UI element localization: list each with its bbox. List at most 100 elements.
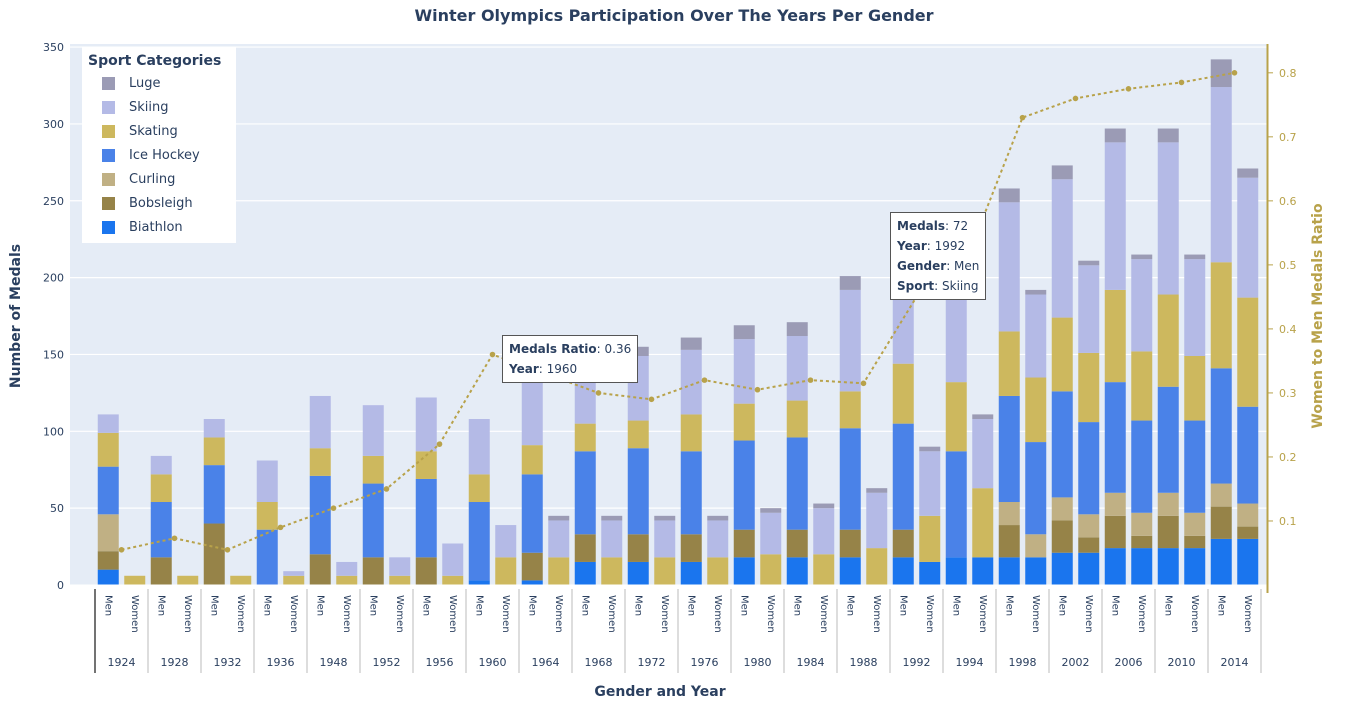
legend: Sport Categories Luge Skiing Skating Ice Ho… bbox=[82, 47, 236, 243]
bar-segment-biathlon bbox=[733, 557, 755, 585]
bar-segment-ice-hockey bbox=[1131, 420, 1153, 513]
y-tick-label: 150 bbox=[43, 348, 64, 361]
legend-swatch bbox=[102, 76, 115, 90]
bar-segment-skiing bbox=[309, 395, 331, 449]
bar-segment-skiing bbox=[548, 520, 570, 558]
x-tick-gender-label: Women bbox=[1136, 595, 1147, 633]
bar-segment-bobsleigh bbox=[415, 557, 437, 585]
bar-segment-skiing bbox=[866, 492, 888, 549]
bar-segment-biathlon bbox=[1104, 548, 1126, 585]
legend-item-skating[interactable]: Skating bbox=[102, 119, 236, 143]
x-tick-gender-label: Women bbox=[288, 595, 299, 633]
legend-item-biathlon[interactable]: Biathlon bbox=[102, 215, 236, 239]
legend-swatch bbox=[102, 220, 115, 234]
tooltip-value: Skiing bbox=[942, 279, 979, 293]
bar-segment-ice-hockey bbox=[97, 466, 119, 515]
bar-segment-skiing bbox=[998, 202, 1020, 332]
x-tick-year-label: 1936 bbox=[267, 656, 295, 669]
bar-segment-skiing bbox=[601, 520, 623, 558]
bar-segment-skiing bbox=[786, 336, 808, 401]
x-tick-gender-label: Men bbox=[102, 595, 113, 616]
y2-tick-label: 0.5 bbox=[1279, 259, 1297, 272]
bar-segment-skating bbox=[442, 575, 464, 585]
bar-segment-ice-hockey bbox=[1025, 442, 1047, 535]
y2-tick-label: 0.6 bbox=[1279, 195, 1297, 208]
bar-segment-ice-hockey bbox=[1078, 422, 1100, 515]
bar-segment-luge bbox=[1237, 168, 1259, 178]
legend-title: Sport Categories bbox=[88, 53, 222, 69]
x-tick-gender-label: Women bbox=[1189, 595, 1200, 633]
bar-segment-skating bbox=[521, 445, 543, 475]
legend-item-bobsleigh[interactable]: Bobsleigh bbox=[102, 191, 236, 215]
bar-segment-skating bbox=[124, 575, 146, 585]
bar-segment-skating bbox=[972, 488, 994, 558]
x-tick-year-label: 1968 bbox=[585, 656, 613, 669]
bar-segment-luge bbox=[1025, 289, 1047, 295]
x-tick-gender-label: Women bbox=[341, 595, 352, 633]
bar-segment-biathlon bbox=[839, 557, 861, 585]
legend-item-luge[interactable]: Luge bbox=[102, 71, 236, 95]
bar-segment-curling bbox=[97, 514, 119, 552]
bar-segment-curling bbox=[1051, 497, 1073, 521]
legend-item-ice-hockey[interactable]: Ice Hockey bbox=[102, 143, 236, 167]
y2-tick-label: 0.2 bbox=[1279, 451, 1297, 464]
bar-segment-skating bbox=[707, 557, 729, 585]
bar-segment-skiing bbox=[654, 520, 676, 558]
bar-segment-luge bbox=[680, 337, 702, 350]
ratio-point bbox=[754, 386, 761, 393]
bar-segment-skating bbox=[574, 423, 596, 452]
bar-segment-biathlon bbox=[919, 561, 941, 585]
bar-segment-luge bbox=[1210, 59, 1232, 88]
x-tick-year-label: 1948 bbox=[320, 656, 348, 669]
bar-segment-luge bbox=[786, 322, 808, 337]
bar-segment-skiing bbox=[1210, 87, 1232, 263]
bar-segment-skiing bbox=[283, 571, 305, 576]
bar-segment-luge bbox=[839, 276, 861, 290]
x-tick-year-label: 1924 bbox=[108, 656, 136, 669]
bar-segment-bobsleigh bbox=[1237, 526, 1259, 539]
bar-segment-ice-hockey bbox=[627, 448, 649, 535]
bar-segment-skating bbox=[283, 575, 305, 585]
bar-segment-ice-hockey bbox=[680, 451, 702, 535]
ratio-point bbox=[701, 377, 708, 383]
legend-label: Bobsleigh bbox=[129, 195, 193, 211]
bar-segment-skiing bbox=[442, 543, 464, 576]
bar-segment-skating bbox=[1157, 294, 1179, 387]
ratio-line bbox=[121, 71, 1235, 551]
legend-item-skiing[interactable]: Skiing bbox=[102, 95, 236, 119]
legend-swatch bbox=[102, 100, 115, 114]
x-tick-year-label: 2010 bbox=[1168, 656, 1196, 669]
ratio-point bbox=[1125, 86, 1132, 92]
bar-segment-luge bbox=[1131, 254, 1153, 260]
x-tick-gender-label: Men bbox=[1056, 595, 1067, 616]
bar-segment-bobsleigh bbox=[627, 534, 649, 562]
bar-segment-biathlon bbox=[998, 557, 1020, 585]
ratio-point bbox=[436, 441, 443, 447]
bar-segment-skiing bbox=[1025, 294, 1047, 378]
bar-segment-luge bbox=[601, 515, 623, 521]
bar-segment-ice-hockey bbox=[1104, 382, 1126, 493]
legend-item-curling[interactable]: Curling bbox=[102, 167, 236, 191]
bar-segment-bobsleigh bbox=[1051, 520, 1073, 553]
bar-segment-luge bbox=[972, 414, 994, 420]
bar-segment-skiing bbox=[972, 419, 994, 489]
bar-segment-skiing bbox=[1078, 265, 1100, 353]
bar-segment-skiing bbox=[97, 414, 119, 433]
bar-segment-ice-hockey bbox=[733, 440, 755, 530]
legend-label: Luge bbox=[129, 75, 161, 91]
bar-segment-luge bbox=[1104, 128, 1126, 143]
bar-segment-luge bbox=[627, 346, 649, 356]
bar-segment-biathlon bbox=[1237, 538, 1259, 585]
bar-segment-skating bbox=[1078, 352, 1100, 423]
bar-segment-skating bbox=[998, 331, 1020, 396]
bar-segment-luge bbox=[1078, 260, 1100, 266]
bar-segment-luge bbox=[548, 515, 570, 521]
bar-segment-bobsleigh bbox=[1157, 515, 1179, 549]
bar-segment-luge bbox=[1184, 254, 1206, 260]
bar-segment-skiing bbox=[1157, 142, 1179, 295]
bar-segment-skating bbox=[203, 437, 225, 466]
bar-segment-luge bbox=[998, 188, 1020, 203]
y-tick-label: 100 bbox=[43, 425, 64, 438]
bar-segment-skiing bbox=[680, 349, 702, 415]
y-tick-label: 0 bbox=[57, 579, 64, 592]
